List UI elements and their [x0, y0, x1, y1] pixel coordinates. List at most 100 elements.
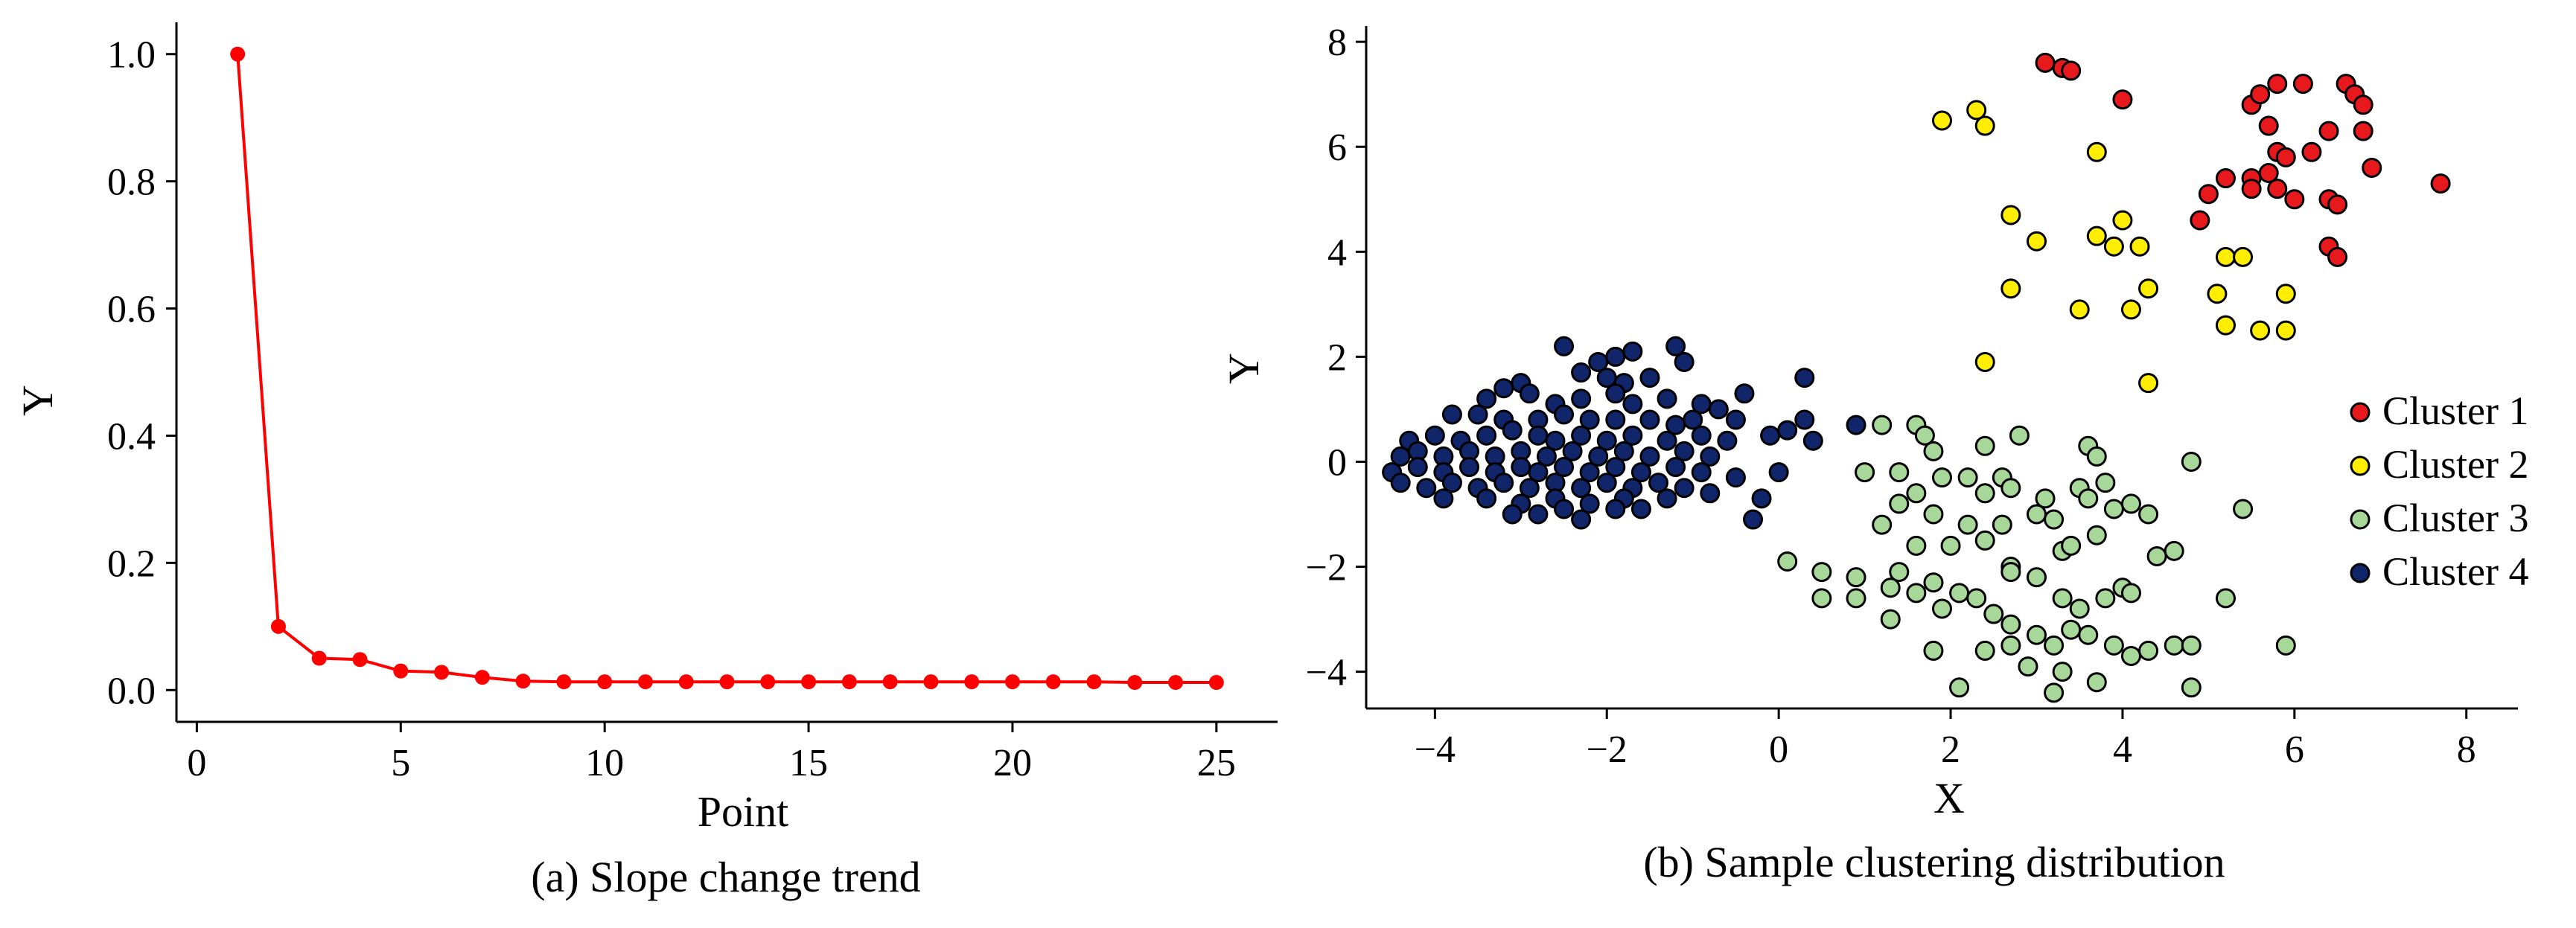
cluster-3-point [2120, 493, 2141, 514]
cluster-4-point [1519, 383, 1540, 404]
clustering-y-tick-label: 8 [1327, 22, 1347, 64]
cluster-3-point [1846, 588, 1866, 609]
cluster-4-point [1579, 493, 1600, 514]
cluster-3-point [2164, 635, 2184, 656]
cluster-4-point [1571, 478, 1592, 499]
cluster-3-point [2138, 504, 2159, 525]
cluster-3-point [2078, 488, 2099, 509]
slope-trend-caption: (a) Slope change trend [531, 853, 920, 901]
slope-trend-point [515, 673, 531, 689]
cluster-1-point [2215, 168, 2236, 189]
slope-trend-point [556, 674, 572, 690]
cluster-2-point [2250, 320, 2271, 341]
cluster-4-point [1674, 478, 1695, 499]
cluster-1-point [2430, 173, 2451, 194]
cluster-3-point [1974, 640, 1995, 661]
slope-trend-point [434, 665, 450, 680]
legend-marker-cluster-4 [2350, 563, 2371, 583]
cluster-2-point [2275, 284, 2296, 304]
cluster-4-point [1622, 394, 1643, 415]
clustering-y-tick-label: −2 [1306, 547, 1347, 589]
cluster-3-point [1846, 567, 1866, 588]
cluster-2-point [2086, 141, 2107, 162]
cluster-1-point [2112, 89, 2133, 110]
cluster-3-point [2138, 640, 2159, 661]
clustering-x-tick-label: 4 [2113, 729, 2132, 771]
slope-trend-point [1127, 675, 1143, 691]
cluster-3-point [2061, 619, 2082, 640]
cluster-2-point [2026, 231, 2047, 252]
clustering-y-axis-label: Y [1220, 353, 1268, 384]
cluster-3-point [1880, 609, 1901, 630]
cluster-3-point [2233, 499, 2254, 519]
cluster-3-point [2052, 588, 2073, 609]
cluster-3-point [1923, 640, 1944, 661]
cluster-3-point [2103, 635, 2124, 656]
cluster-4-point [1639, 409, 1660, 430]
cluster-3-point [1811, 588, 1832, 609]
cluster-4-point [1674, 351, 1695, 372]
cluster-3-point [1966, 588, 1987, 609]
cluster-2-point [2000, 205, 2021, 225]
cluster-4-point [1554, 404, 1575, 425]
legend-marker-cluster-1 [2350, 402, 2371, 423]
clustering-x-tick-label: −4 [1415, 729, 1456, 771]
cluster-2-point [1932, 110, 1952, 131]
slope-trend-point [841, 674, 857, 690]
slope-trend-x-tick-label: 5 [391, 742, 410, 784]
slope-trend-point [801, 674, 817, 690]
clustering-y-tick-label: −4 [1306, 652, 1347, 694]
cluster-3-point [2181, 635, 2202, 656]
cluster-3-point [1777, 551, 1798, 572]
cluster-4-point [1441, 473, 1462, 493]
cluster-2-point [1974, 351, 1995, 372]
cluster-4-point [1794, 368, 1815, 388]
cluster-3-point [2069, 598, 2090, 619]
cluster-4-point [1571, 362, 1592, 383]
cluster-4-point [1691, 425, 1712, 446]
cluster-4-point [1476, 425, 1497, 446]
slope-trend-point [474, 670, 490, 685]
cluster-4-point [1613, 441, 1634, 461]
slope-trend-y-tick-label: 0.4 [107, 415, 156, 458]
cluster-1-point [2284, 189, 2305, 210]
cluster-4-point [1493, 378, 1514, 399]
slope-trend-x-axis-label: Point [698, 787, 789, 836]
cluster-3-point [2086, 525, 2107, 545]
cluster-3-point [1923, 504, 1944, 525]
cluster-2-point [2215, 246, 2236, 267]
clustering-x-axis-label: X [1933, 774, 1965, 822]
cluster-1-point [2362, 157, 2382, 178]
cluster-3-point [2000, 635, 2021, 656]
cluster-3-point [1974, 530, 1995, 551]
cluster-3-point [2181, 677, 2202, 698]
cluster-4-point [1630, 462, 1651, 483]
cluster-2-point [2120, 299, 2141, 320]
cluster-3-point [1957, 514, 1978, 535]
cluster-4-point [1700, 446, 1721, 467]
cluster-3-point [1855, 462, 1875, 483]
clustering-axes [1365, 26, 2518, 710]
cluster-3-point [2120, 583, 2141, 604]
cluster-4-point [1596, 473, 1617, 493]
cluster-1-point [2267, 179, 2288, 199]
cluster-4-point [1708, 399, 1729, 420]
cluster-4-point [1725, 409, 1746, 430]
cluster-4-point [1657, 488, 1677, 509]
slope-trend-point [230, 46, 246, 62]
cluster-3-point [2044, 635, 2065, 656]
cluster-4-point [1588, 446, 1609, 467]
cluster-4-point [1725, 467, 1746, 488]
slope-trend-point [1086, 674, 1102, 690]
cluster-4-point [1760, 425, 1781, 446]
cluster-4-point [1511, 457, 1531, 478]
legend-label-cluster-2: Cluster 2 [2382, 442, 2529, 487]
cluster-3-point [1889, 462, 1910, 483]
cluster-2-point [2233, 246, 2254, 267]
slope-trend-point [760, 674, 776, 690]
cluster-4-point [1605, 383, 1626, 404]
cluster-4-point [1441, 404, 1462, 425]
cluster-3-point [1957, 467, 1978, 488]
cluster-3-point [2181, 451, 2202, 472]
cluster-2-point [2112, 210, 2133, 231]
